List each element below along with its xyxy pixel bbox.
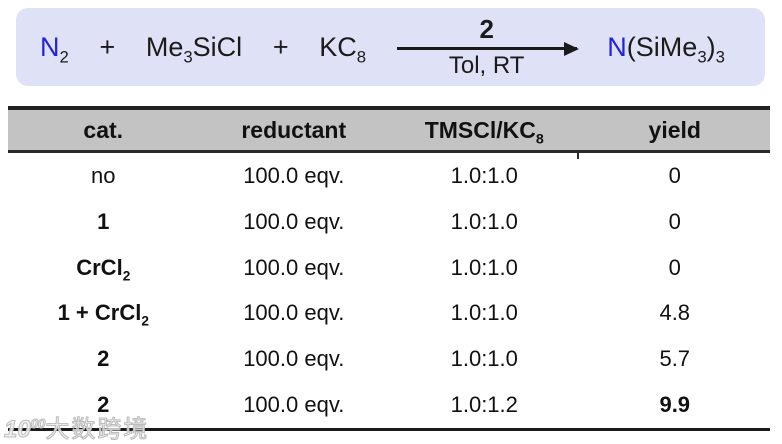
table-column-tick xyxy=(577,150,579,159)
cell-ratio: 1.0:1.0 xyxy=(450,346,518,372)
product-formula: N(SiMe3)3 xyxy=(607,31,725,66)
table-top-rule xyxy=(8,106,770,110)
reaction-scheme-box: N2 + Me3SiCl + KC8 2 Tol, RT N(SiMe3)3 xyxy=(16,8,765,86)
cell-cat: 2 xyxy=(97,392,110,418)
table-header-row: cat. reductant TMSCl/KC8 yield xyxy=(8,110,770,150)
cell-yield: 0 xyxy=(668,208,681,234)
cell-yield: 9.9 xyxy=(659,392,691,418)
cell-yield: 0 xyxy=(668,254,681,280)
plus-sign-2: + xyxy=(272,31,289,62)
table-row: 1 100.0 eqv. 1.0:1.0 0 xyxy=(8,199,770,245)
cell-cat: CrCl2 xyxy=(76,254,131,283)
product-n: N xyxy=(607,31,627,62)
header-yield: yield xyxy=(648,116,701,143)
table-row: no 100.0 eqv. 1.0:1.0 0 xyxy=(8,153,770,199)
reaction-arrow: 2 Tol, RT xyxy=(396,13,577,80)
table-header-rule xyxy=(8,150,770,153)
header-ratio: TMSCl/KC8 xyxy=(424,116,544,148)
cell-reductant: 100.0 eqv. xyxy=(243,392,345,418)
cell-cat: no xyxy=(91,162,116,188)
cell-reductant: 100.0 eqv. xyxy=(243,162,345,188)
arrow-conditions-label: Tol, RT xyxy=(448,52,525,80)
cell-reductant: 100.0 eqv. xyxy=(243,254,345,280)
cell-reductant: 100.0 eqv. xyxy=(243,346,345,372)
table-row: 2 100.0 eqv. 1.0:1.2 9.9 xyxy=(8,382,770,428)
reactant-kc8: KC8 xyxy=(319,31,367,66)
reactant-me3sicl: Me3SiCl xyxy=(145,31,243,66)
cell-cat: 1 xyxy=(97,208,110,234)
cell-yield: 4.8 xyxy=(659,300,691,326)
n2-symbol: N xyxy=(40,31,60,62)
watermark-logo: 1000 xyxy=(4,416,46,444)
n2-subscript: 2 xyxy=(59,46,69,66)
cell-ratio: 1.0:1.0 xyxy=(450,162,518,188)
cell-yield: 0 xyxy=(668,162,681,188)
watermark: 1000大数跨境 xyxy=(4,409,149,444)
watermark-text: 大数跨境 xyxy=(45,416,150,444)
cell-ratio: 1.0:1.0 xyxy=(450,208,518,234)
cell-cat: 2 xyxy=(97,346,110,372)
cell-reductant: 100.0 eqv. xyxy=(243,300,345,326)
cell-yield: 5.7 xyxy=(659,346,691,372)
cell-cat: 1 + CrCl2 xyxy=(57,300,149,329)
arrow-catalyst-label: 2 xyxy=(479,13,494,44)
cell-ratio: 1.0:1.2 xyxy=(450,392,518,418)
arrow-line-icon xyxy=(396,47,577,51)
table-row: 2 100.0 eqv. 1.0:1.0 5.7 xyxy=(8,336,770,382)
table-bottom-rule xyxy=(8,428,770,431)
cell-reductant: 100.0 eqv. xyxy=(243,208,345,234)
table-body: no 100.0 eqv. 1.0:1.0 0 1 100.0 eqv. 1.0:1.0 0 C… xyxy=(8,153,770,428)
header-cat: cat. xyxy=(83,116,124,143)
cell-ratio: 1.0:1.0 xyxy=(450,254,518,280)
plus-sign-1: + xyxy=(99,31,116,62)
cell-ratio: 1.0:1.0 xyxy=(450,300,518,326)
table-row: 1 + CrCl2 100.0 eqv. 1.0:1.0 4.8 xyxy=(8,290,770,336)
reactant-n2: N2 xyxy=(40,31,69,66)
table-row: CrCl2 100.0 eqv. 1.0:1.0 0 xyxy=(8,245,770,291)
header-reductant: reductant xyxy=(241,116,347,143)
